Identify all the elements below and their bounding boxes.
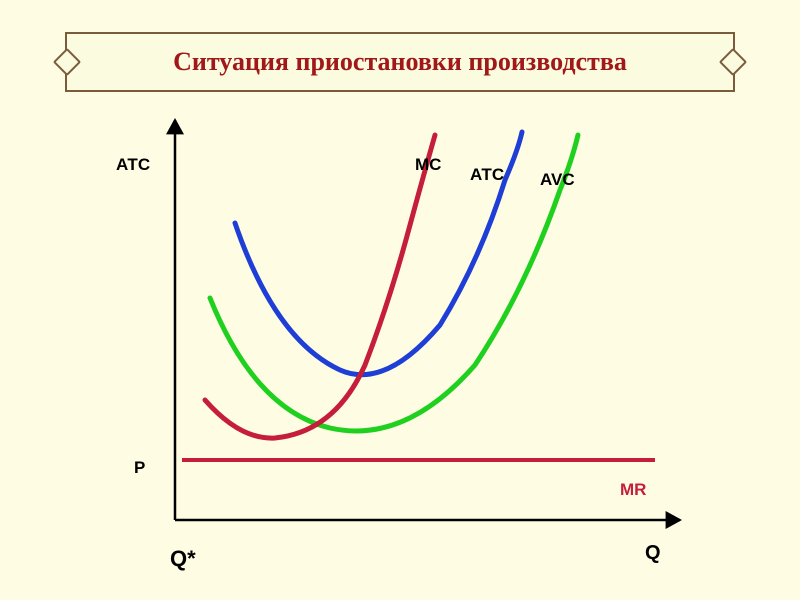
title-banner: Ситуация приостановки производства [65,32,735,92]
label-q-star: Q* [170,546,196,572]
label-mc: MC [415,155,441,175]
economics-chart: АТС P Q* Q MC АТС AVC MR [80,110,720,570]
label-mr: MR [620,480,646,500]
label-p: P [134,458,145,478]
chart-svg [80,110,720,570]
label-atc: АТС [470,165,504,185]
label-q: Q [645,542,661,565]
page-title: Ситуация приостановки производства [173,47,627,77]
y-axis-label-atc: АТС [116,155,150,175]
label-avc: AVC [540,170,575,190]
